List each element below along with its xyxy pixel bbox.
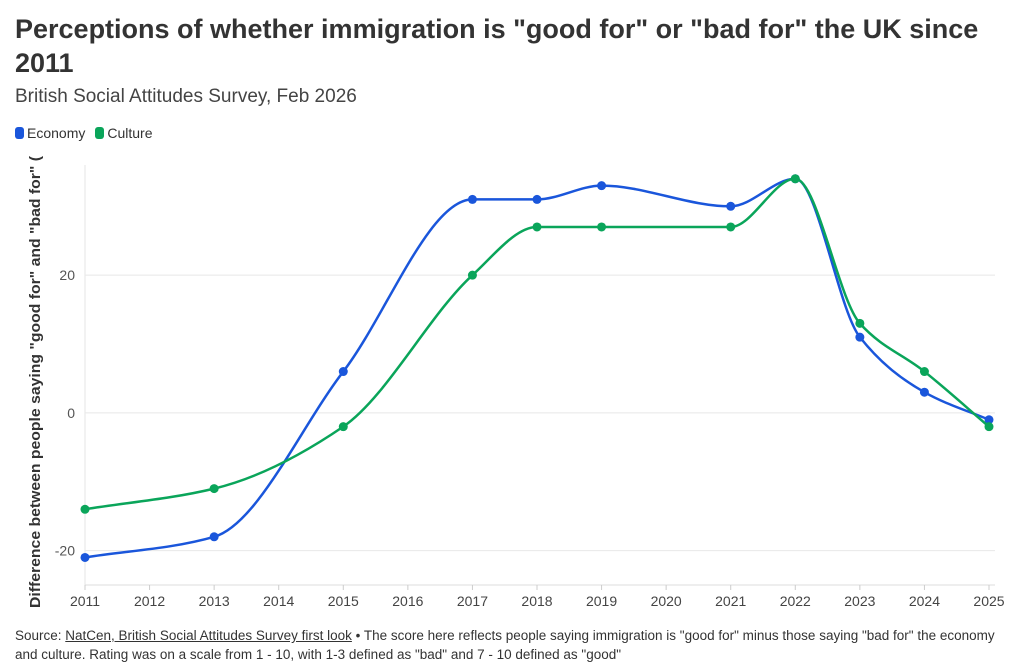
legend: Economy Culture xyxy=(15,125,153,141)
data-point-economy xyxy=(532,194,542,204)
legend-swatch-culture xyxy=(95,127,105,139)
data-point-culture xyxy=(919,367,929,377)
legend-item-culture[interactable]: Culture xyxy=(95,125,153,141)
data-point-culture xyxy=(338,422,348,432)
data-point-economy xyxy=(80,552,90,562)
source-prefix: Source: xyxy=(15,628,66,643)
source-link[interactable]: NatCen, British Social Attitudes Survey … xyxy=(65,628,352,643)
data-point-culture xyxy=(80,504,90,514)
series-line-economy xyxy=(84,177,990,559)
chart-subtitle: British Social Attitudes Survey, Feb 202… xyxy=(15,86,357,107)
x-tick-label: 2017 xyxy=(457,593,488,609)
x-tick-label: 2015 xyxy=(328,593,359,609)
data-point-culture xyxy=(726,222,736,232)
x-tick-label: 2025 xyxy=(973,593,1004,609)
x-tick-label: 2018 xyxy=(521,593,552,609)
legend-swatch-economy xyxy=(15,127,24,139)
data-point-culture xyxy=(790,174,800,184)
data-point-economy xyxy=(597,181,607,191)
data-point-economy xyxy=(467,194,477,204)
x-tick-label: 2024 xyxy=(909,593,940,609)
y-tick-label: -20 xyxy=(55,543,75,559)
x-tick-label: 2019 xyxy=(586,593,617,609)
x-tick-label: 2021 xyxy=(715,593,746,609)
footer: Source: NatCen, British Social Attitudes… xyxy=(15,626,1015,664)
x-tick-label: 2011 xyxy=(70,593,100,609)
data-point-economy xyxy=(984,415,994,425)
x-tick-label: 2020 xyxy=(651,593,682,609)
data-point-culture xyxy=(855,318,865,328)
x-tick-label: 2022 xyxy=(780,593,811,609)
data-point-culture xyxy=(597,222,607,232)
data-point-culture xyxy=(209,484,219,494)
y-axis-label: Difference between people saying "good f… xyxy=(28,156,44,608)
data-point-culture xyxy=(532,222,542,232)
legend-label: Economy xyxy=(27,125,86,141)
data-point-culture xyxy=(467,270,477,280)
footer-note: • The score here reflects people saying … xyxy=(15,628,995,662)
x-tick-label: 2012 xyxy=(134,593,165,609)
chart-title: Perceptions of whether immigration is "g… xyxy=(15,14,979,78)
data-point-economy xyxy=(855,332,865,342)
data-point-economy xyxy=(338,367,348,377)
y-tick-label: 0 xyxy=(67,405,75,421)
y-tick-label: 20 xyxy=(59,267,75,283)
line-chart: Difference between people saying "good f… xyxy=(28,156,1005,609)
legend-item-economy[interactable]: Economy xyxy=(15,125,85,141)
data-point-economy xyxy=(726,201,736,211)
x-tick-label: 2014 xyxy=(263,593,294,609)
data-point-economy xyxy=(209,532,219,542)
data-point-economy xyxy=(919,387,929,397)
data-point-culture xyxy=(984,422,994,432)
legend-label: Culture xyxy=(107,125,153,141)
x-tick-label: 2013 xyxy=(199,593,230,609)
x-tick-label: 2023 xyxy=(844,593,875,609)
x-tick-label: 2016 xyxy=(392,593,423,609)
